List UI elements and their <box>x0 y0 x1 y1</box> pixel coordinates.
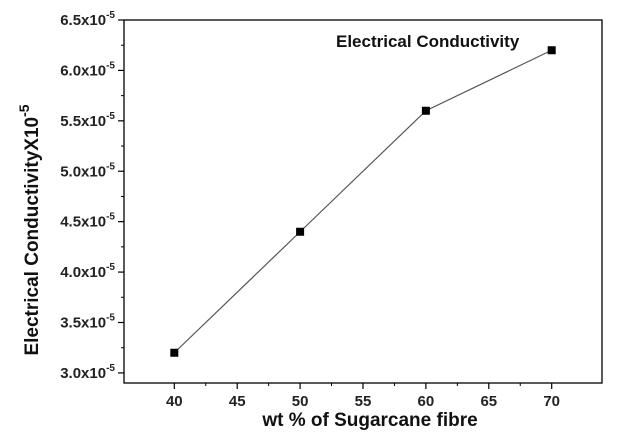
data-point <box>170 348 179 357</box>
y-tick-exponent: -5 <box>106 262 115 273</box>
x-tick-label: 70 <box>543 393 560 410</box>
x-tick-label: 45 <box>229 393 246 410</box>
y-tick-exponent: -5 <box>106 313 115 324</box>
y-tick-exponent: -5 <box>106 212 115 223</box>
y-axis: 3.0x10-53.5x10-54.0x10-54.5x10-55.0x10-5… <box>60 10 124 382</box>
y-tick-exponent: -5 <box>106 111 115 122</box>
y-tick-label: 6.0x10-5 <box>60 60 115 79</box>
plot-frame <box>123 19 603 384</box>
y-tick-label: 5.0x10-5 <box>60 161 115 180</box>
y-axis-title-exponent: -5 <box>16 104 32 117</box>
plot-border <box>123 19 603 384</box>
data-point <box>296 227 305 236</box>
y-axis-title: Electrical ConductivityX10-5 <box>16 104 43 355</box>
y-tick-label: 3.0x10-5 <box>60 363 115 382</box>
x-tick-label: 50 <box>292 393 309 410</box>
y-tick-mantissa: 6.0x10 <box>60 62 106 79</box>
x-tick-label: 40 <box>166 393 183 410</box>
y-tick-mantissa: 6.5x10 <box>60 12 106 29</box>
y-axis-title-text: Electrical ConductivityX10 <box>22 117 43 356</box>
y-tick-label: 4.0x10-5 <box>60 262 115 281</box>
y-tick-exponent: -5 <box>106 363 115 374</box>
y-tick-mantissa: 4.0x10 <box>60 264 106 281</box>
y-tick-exponent: -5 <box>106 60 115 71</box>
y-tick-label: 4.5x10-5 <box>60 212 115 231</box>
y-tick-mantissa: 4.5x10 <box>60 214 106 231</box>
data-point <box>547 46 556 55</box>
x-tick-label: 55 <box>355 393 372 410</box>
data-point <box>421 106 430 115</box>
y-tick-mantissa: 3.0x10 <box>60 365 106 382</box>
y-tick-label: 6.5x10-5 <box>60 10 115 29</box>
y-tick-mantissa: 5.5x10 <box>60 113 106 130</box>
y-tick-label: 5.5x10-5 <box>60 111 115 130</box>
x-axis-title: wt % of Sugarcane fibre <box>261 410 477 431</box>
x-tick-label: 65 <box>480 393 497 410</box>
x-tick-label: 60 <box>418 393 435 410</box>
y-tick-exponent: -5 <box>106 161 115 172</box>
series-line <box>173 49 552 354</box>
y-tick-exponent: -5 <box>106 10 115 21</box>
x-axis: 40 45 50 55 60 65 70 <box>166 383 560 410</box>
legend-entry-electrical-conductivity: Electrical Conductivity <box>336 32 520 51</box>
y-tick-mantissa: 3.5x10 <box>60 315 106 332</box>
y-tick-mantissa: 5.0x10 <box>60 163 106 180</box>
y-tick-label: 3.5x10-5 <box>60 313 115 332</box>
legend: Electrical Conductivity <box>336 32 520 51</box>
series-layer <box>170 46 556 357</box>
